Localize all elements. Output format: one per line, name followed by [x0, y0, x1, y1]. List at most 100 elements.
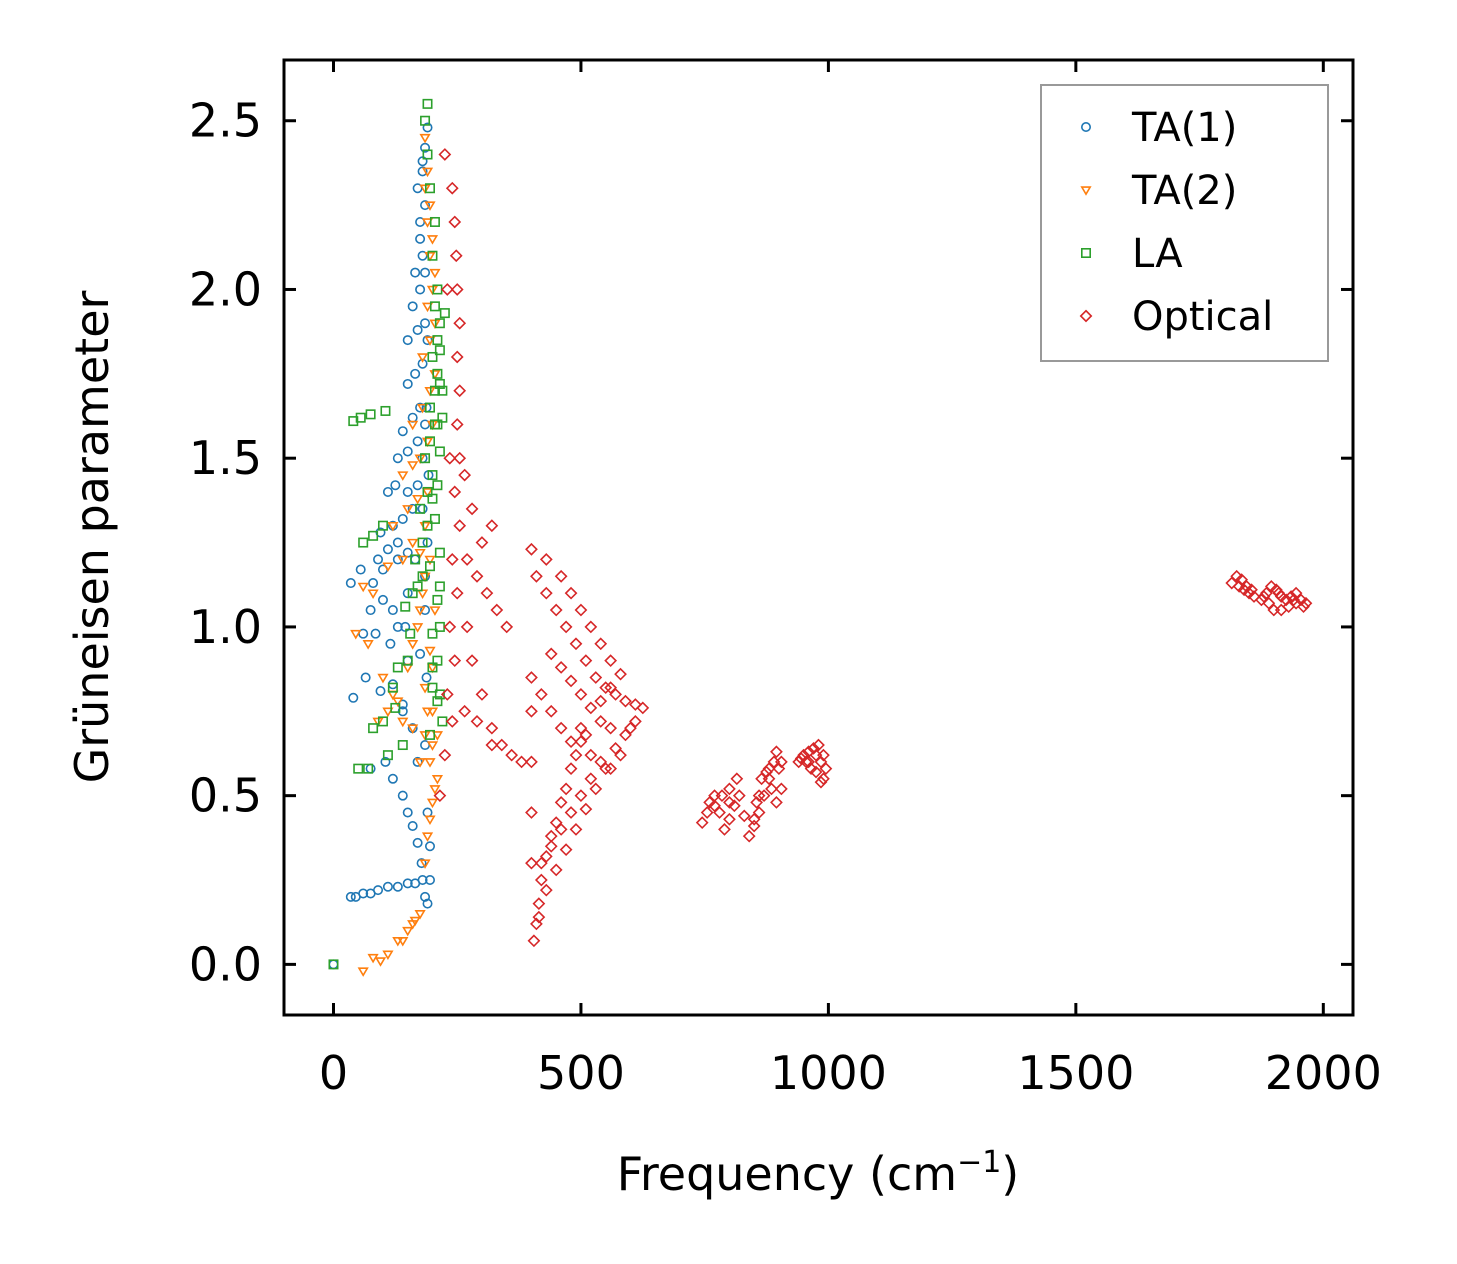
data-point — [392, 554, 403, 565]
data-point — [614, 748, 627, 762]
data-point — [397, 513, 408, 524]
data-point — [747, 812, 761, 826]
data-point — [544, 704, 558, 718]
data-point — [549, 863, 563, 877]
data-point — [440, 688, 454, 701]
data-point — [1289, 596, 1303, 610]
data-point — [495, 738, 509, 752]
data-point — [579, 654, 593, 668]
data-point — [362, 640, 374, 650]
data-point — [775, 755, 788, 769]
data-point — [417, 166, 428, 177]
data-point — [420, 453, 431, 464]
y-tick-label: 0.5 — [189, 769, 262, 823]
x-tick-label: 1000 — [770, 1046, 887, 1100]
data-point — [412, 623, 424, 633]
data-point — [448, 485, 462, 499]
data-point — [432, 335, 443, 346]
data-point — [1225, 576, 1239, 590]
data-point — [443, 620, 457, 634]
data-point — [530, 569, 543, 583]
data-point — [564, 735, 578, 749]
data-point — [397, 717, 409, 728]
data-point — [407, 821, 418, 832]
data-point — [392, 662, 403, 673]
data-point — [370, 628, 381, 639]
data-point — [420, 142, 431, 153]
data-point — [450, 350, 464, 364]
data-point — [515, 755, 528, 769]
data-point — [1255, 593, 1268, 607]
data-point — [422, 98, 433, 109]
data-point — [453, 519, 467, 533]
data-point — [589, 782, 603, 796]
data-point — [390, 480, 401, 491]
data-point — [500, 620, 514, 634]
data-point — [458, 704, 472, 718]
data-point — [402, 505, 414, 515]
data-point — [377, 520, 388, 531]
data-point — [460, 553, 474, 566]
data-point — [534, 688, 548, 701]
data-point — [465, 654, 479, 668]
data-point — [534, 856, 548, 870]
legend-item: LA — [1081, 231, 1183, 277]
data-marks — [328, 98, 1313, 977]
data-point — [407, 301, 418, 312]
data-point — [1235, 573, 1249, 587]
data-point — [412, 581, 423, 592]
data-point — [723, 812, 736, 826]
data-point — [812, 738, 825, 752]
data-point — [380, 756, 391, 767]
data-point — [629, 698, 642, 711]
data-point — [410, 554, 421, 565]
data-point — [449, 249, 463, 263]
data-point — [402, 446, 413, 457]
data-point — [387, 682, 398, 693]
data-point — [402, 926, 414, 937]
data-point — [819, 762, 833, 776]
data-point — [407, 640, 419, 650]
data-point — [604, 654, 618, 668]
data-point — [629, 715, 642, 728]
data-point — [377, 673, 389, 684]
x-axis-title: Frequency (cm−1) — [617, 1145, 1020, 1201]
data-point — [377, 594, 388, 605]
data-point — [424, 841, 435, 852]
data-point — [730, 772, 744, 786]
data-point — [422, 520, 433, 531]
data-point — [345, 891, 356, 902]
data-point — [525, 755, 538, 769]
data-point — [382, 707, 394, 718]
data-point — [424, 561, 435, 572]
data-point — [525, 542, 538, 556]
data-point — [412, 494, 424, 505]
y-tick-label: 1.0 — [189, 600, 262, 654]
data-point — [397, 555, 409, 566]
data-point — [485, 721, 499, 735]
data-point — [392, 621, 403, 632]
data-point — [385, 638, 396, 649]
data-point — [775, 782, 788, 796]
series-la — [328, 98, 450, 970]
data-point — [422, 898, 433, 909]
x-axis-ticks: 0 500 1000 1500 2000 — [319, 60, 1382, 1100]
data-point — [485, 738, 499, 752]
data-point — [424, 758, 436, 768]
data-point — [427, 470, 438, 481]
data-point — [421, 167, 434, 178]
data-point — [438, 748, 452, 762]
data-point — [358, 537, 369, 548]
data-point — [807, 742, 820, 755]
data-point — [554, 796, 568, 809]
data-point — [554, 661, 568, 674]
data-point — [742, 829, 756, 843]
data-point — [450, 586, 464, 600]
data-point — [397, 706, 408, 717]
data-point — [426, 707, 439, 718]
data-point — [525, 806, 538, 819]
data-point — [438, 148, 452, 161]
data-point — [594, 715, 608, 728]
data-point — [414, 910, 426, 920]
data-point — [695, 816, 709, 830]
